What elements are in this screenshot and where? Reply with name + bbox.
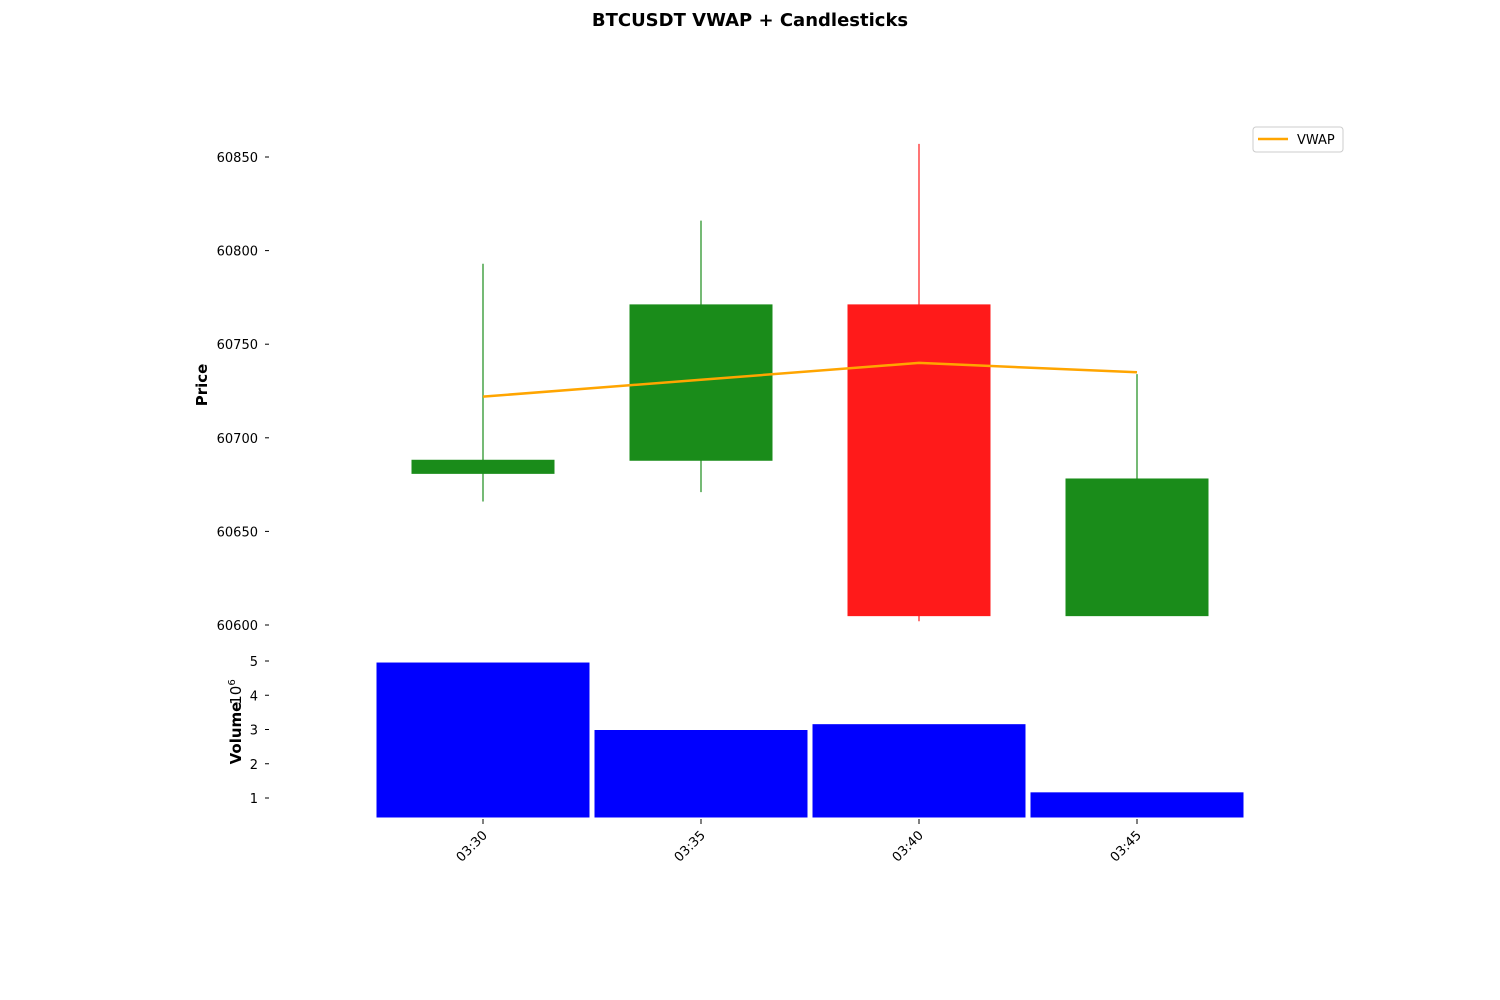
- price-tick-label: 60850: [217, 151, 258, 166]
- volume-bars: [375, 661, 1245, 819]
- volume-exponent-label: 106: [227, 679, 245, 704]
- candlesticks: [411, 143, 1209, 622]
- volume-bar: [811, 723, 1027, 819]
- x-axis: 03:30 03:35 03:40 03:45: [454, 819, 1145, 865]
- vwap-line: [482, 361, 1138, 398]
- volume-y-ticks: 1 2 3 4 5: [250, 655, 269, 807]
- volume-tick-label: 4: [250, 689, 258, 704]
- candle-body: [411, 459, 555, 474]
- volume-tick-label: 1: [250, 792, 258, 807]
- chart-title: BTCUSDT VWAP + Candlesticks: [592, 10, 908, 31]
- price-tick-label: 60650: [217, 525, 258, 540]
- volume-bar: [593, 729, 809, 819]
- x-tick-label: 03:30: [454, 828, 491, 865]
- legend: VWAP: [1252, 126, 1344, 153]
- price-axis-label: Price: [193, 364, 211, 407]
- legend-vwap-label: VWAP: [1297, 133, 1335, 148]
- x-tick-label: 03:45: [1108, 828, 1145, 865]
- x-tick-label: 03:35: [672, 828, 709, 865]
- x-tick-label: 03:40: [890, 828, 927, 865]
- volume-tick-label: 2: [250, 758, 258, 773]
- price-panel: Price 60600 60650 60700 60750 60800 60850 VWA…: [193, 126, 1344, 634]
- legend-frame: [1252, 126, 1344, 153]
- volume-axis-label: Volume: [227, 702, 245, 765]
- candle-body: [847, 304, 991, 617]
- price-tick-label: 60700: [217, 432, 258, 447]
- volume-panel: Volume 106 1 2 3 4 5: [227, 655, 1245, 819]
- price-y-ticks: 60600 60650 60700 60750 60800 60850: [217, 151, 269, 634]
- volume-exponent-base: 10: [227, 686, 245, 705]
- price-tick-label: 60600: [217, 619, 258, 634]
- volume-bar: [1029, 791, 1245, 819]
- vwap-layer: [482, 361, 1138, 398]
- price-tick-label: 60800: [217, 245, 258, 260]
- volume-bar: [375, 661, 591, 819]
- candle-body: [1065, 478, 1209, 617]
- volume-tick-label: 5: [250, 655, 258, 670]
- volume-exponent-power: 6: [227, 679, 238, 685]
- volume-tick-label: 3: [250, 724, 258, 739]
- price-tick-label: 60750: [217, 338, 258, 353]
